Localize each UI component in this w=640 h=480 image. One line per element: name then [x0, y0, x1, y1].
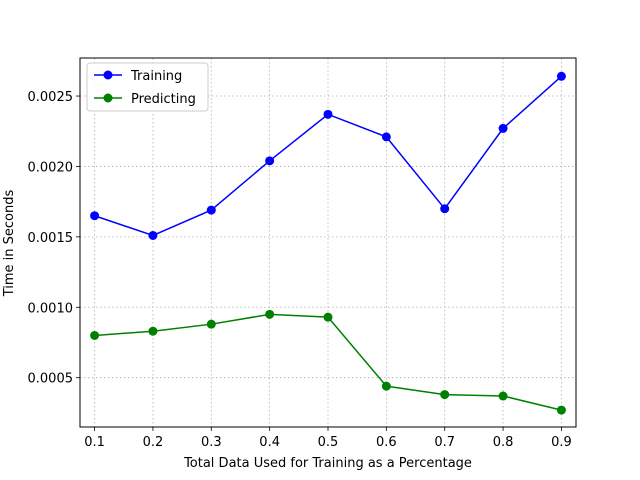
- legend-predicting-label: Predicting: [131, 92, 196, 107]
- y-axis-label: Time in Seconds: [2, 190, 17, 298]
- x-tick-label: 0.5: [318, 435, 339, 450]
- x-axis-label: Total Data Used for Training as a Percen…: [183, 456, 472, 471]
- x-tick-label: 0.6: [376, 435, 397, 450]
- predicting-point: [148, 326, 158, 336]
- training-point: [498, 123, 508, 133]
- y-tick-label: 0.0005: [28, 372, 74, 387]
- legend-predicting-marker: [103, 93, 113, 103]
- predicting-point: [440, 390, 450, 400]
- predicting-point: [381, 381, 391, 391]
- training-point: [323, 109, 333, 119]
- training-point: [381, 132, 391, 142]
- y-tick-label: 0.0025: [28, 90, 74, 105]
- predicting-point: [90, 330, 100, 340]
- training-point: [148, 230, 158, 240]
- series-layer: [90, 71, 566, 415]
- predicting-point: [556, 405, 566, 415]
- legend-training-label: Training: [130, 69, 182, 84]
- x-tick-label: 0.7: [434, 435, 455, 450]
- y-tick-label: 0.0015: [28, 231, 74, 246]
- training-point: [440, 204, 450, 214]
- x-tick-label: 0.2: [143, 435, 164, 450]
- x-tick-label: 0.4: [259, 435, 280, 450]
- y-tick-label: 0.0020: [28, 160, 74, 175]
- training-point: [265, 156, 275, 166]
- x-tick-label: 0.8: [493, 435, 514, 450]
- x-tick-label: 0.3: [201, 435, 222, 450]
- x-tick-label: 0.1: [84, 435, 105, 450]
- predicting-point: [323, 312, 333, 322]
- axis-ticks: 0.1 0.2 0.3 0.4 0.5 0.6 0.7 0.8 0.9 0.0005 0.0010 0…: [28, 90, 572, 450]
- grid-lines: [80, 58, 576, 427]
- predicting-point: [206, 319, 216, 329]
- x-tick-label: 0.9: [551, 435, 572, 450]
- y-tick-label: 0.0010: [28, 301, 74, 316]
- predicting-point: [498, 391, 508, 401]
- legend: Training Predicting: [86, 62, 209, 112]
- training-point: [556, 71, 566, 81]
- predicting-point: [265, 309, 275, 319]
- training-point: [90, 211, 100, 221]
- training-point: [206, 205, 216, 215]
- legend-training-marker: [103, 70, 113, 80]
